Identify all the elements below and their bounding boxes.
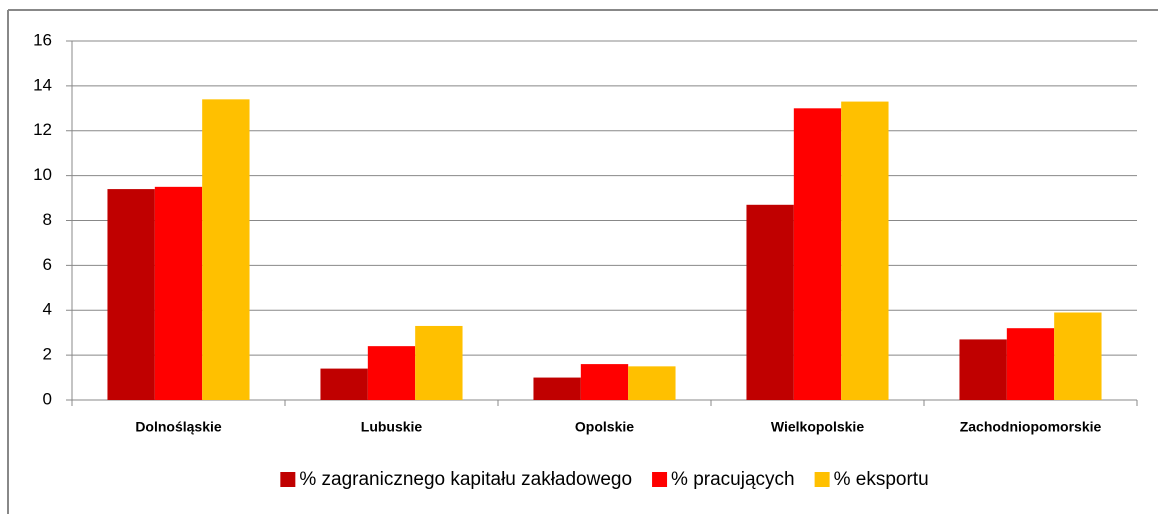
x-tick-label: Opolskie [575,419,634,435]
legend-swatch [652,472,668,487]
bar [580,364,629,400]
legend-swatch [280,472,296,487]
x-tick-label: Wielkopolskie [771,419,864,435]
legend-label: % eksportu [834,469,929,490]
y-tick-label: 14 [33,75,52,94]
bar [959,339,1007,400]
legend-label: % zagranicznego kapitału zakładowego [299,469,632,490]
bar [1006,328,1055,400]
bar [841,101,889,401]
y-tick-label: 10 [33,165,52,184]
x-tick-label: Lubuskie [361,419,423,435]
legend-swatch [814,472,830,487]
bar [415,325,463,400]
bar [202,99,250,401]
y-tick-label: 8 [43,210,52,229]
bar [628,366,676,400]
bar [367,346,416,400]
legend-label: % pracujących [671,469,795,490]
y-tick-label: 2 [43,345,52,364]
y-tick-label: 4 [43,300,52,319]
y-tick-label: 12 [33,120,52,139]
bar [107,189,155,400]
bar [154,186,203,400]
y-tick-label: 6 [43,255,52,274]
x-tick-label: Dolnośląskie [135,419,222,435]
bar [793,108,842,400]
y-tick-label: 0 [43,389,52,408]
y-tick-label: 16 [33,30,52,49]
bar [320,368,368,400]
x-tick-label: Zachodniopomorskie [960,419,1102,435]
bar [1054,312,1102,400]
bar [746,204,794,400]
bar [533,377,581,400]
